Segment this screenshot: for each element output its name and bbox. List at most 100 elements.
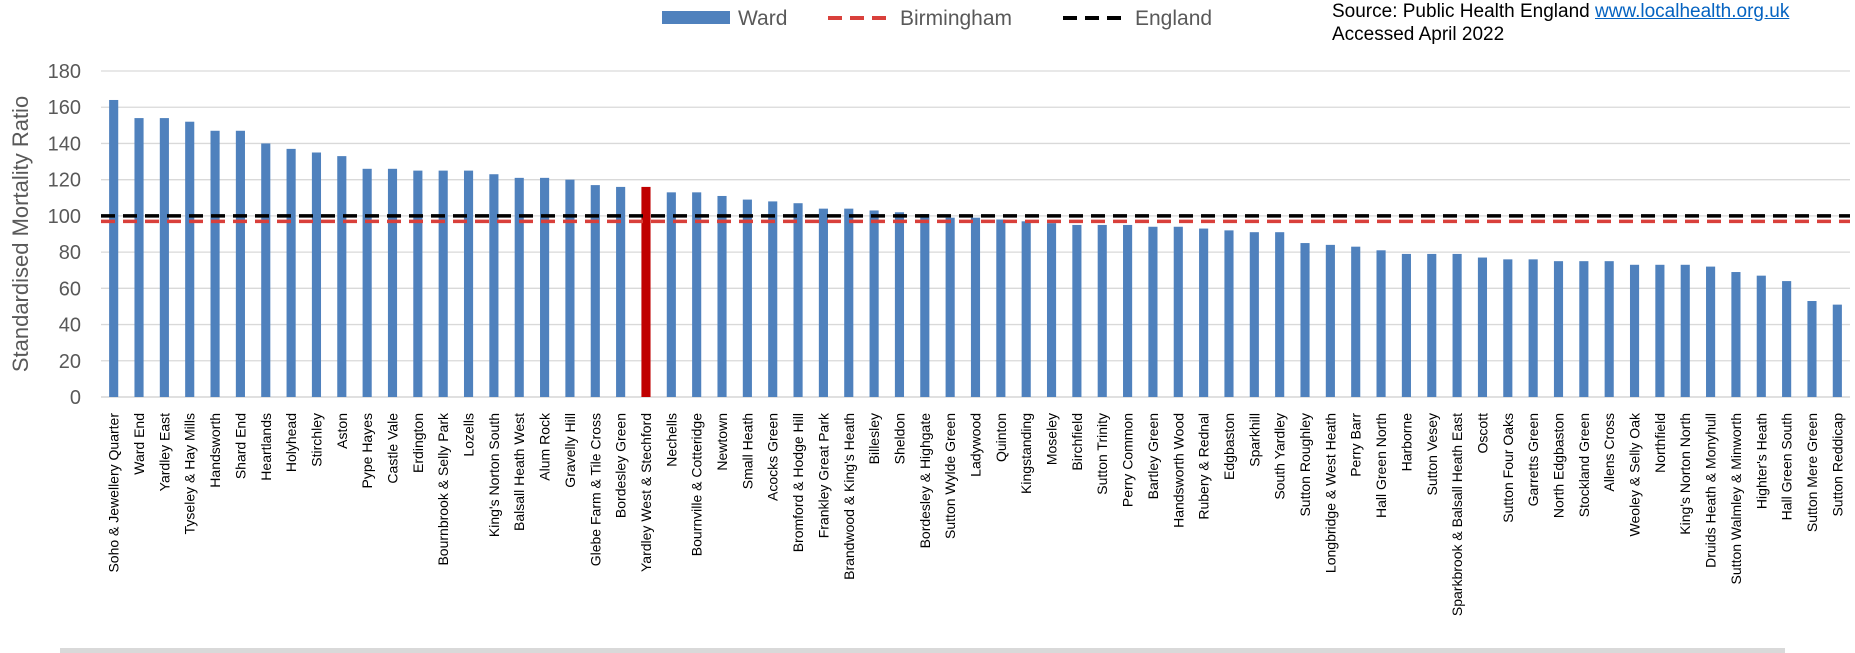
x-tick-label: Druids Heath & Monyhull [1703,413,1719,568]
bar [1351,246,1361,397]
bar [1604,261,1614,397]
x-tick-label: Glebe Farm & Tile Cross [587,413,603,566]
bar [1173,226,1183,397]
x-tick-label: Frankley Great Park [815,412,831,538]
x-tick-label: Heartlands [258,413,274,481]
x-tick-label: Hall Green South [1779,413,1795,520]
x-tick-label: Bordesley & Highgate [917,413,933,549]
x-tick-label: Sutton Four Oaks [1500,413,1516,523]
x-tick-label: Shard End [232,413,248,479]
legend: Ward Birmingham England [662,7,1212,30]
x-tick-label: Garretts Green [1525,413,1541,506]
bar [489,174,499,397]
x-tick-label: Longbridge & West Heath [1322,413,1338,573]
x-tick-label: Edgbaston [1221,413,1237,480]
x-tick-label: Quinton [993,413,1009,462]
x-tick-label: Bournbrook & Selly Park [435,412,451,566]
y-tick-label: 60 [59,278,81,300]
x-tick-label: Billesley [866,413,882,464]
bar [1199,228,1209,397]
bar [1401,253,1411,397]
bar [1503,259,1513,397]
bar [616,186,626,397]
bar [463,170,474,397]
x-tick-label: Sutton Walmley & Minworth [1728,413,1744,584]
bar [818,208,828,397]
bar [894,212,905,397]
x-tick-label: Acocks Green [765,413,781,501]
bar [869,210,879,397]
bar [945,217,955,397]
x-tick-label: Sparkbrook & Balsall Heath East [1449,413,1465,616]
bar [742,199,752,397]
x-tick-label: Birchfield [1069,413,1085,471]
x-tick-label: Moseley [1044,413,1060,465]
bar [844,208,854,397]
x-tick-label: Sutton Mere Green [1804,413,1820,532]
bar [311,152,322,397]
x-tick-label: Aston [334,413,350,449]
x-tick-label: Yardley West & Stechford [638,413,654,572]
x-tick-label: Oscott [1474,413,1490,454]
bar [1782,281,1792,397]
x-tick-label: Northfield [1652,413,1668,473]
bar [565,179,575,397]
x-tick-label: Highter's Heath [1753,413,1769,509]
x-tick-label: Brandwood & King's Heath [841,413,857,580]
x-tick-label: Small Heath [739,413,755,489]
x-tick-label: North Edgbaston [1551,413,1567,518]
bar [438,170,448,397]
bar [387,168,398,397]
x-tick-label: Alum Rock [537,412,553,481]
x-tick-label: Hall Green North [1373,413,1389,518]
x-tick-label: Balsall Heath West [511,413,527,531]
y-axis-label: Standardised Mortality Ratio [8,96,33,372]
bar [286,148,296,397]
bar [692,192,702,397]
x-tick-label: Handsworth [207,413,223,488]
bar [1832,304,1842,397]
x-tick-label: Sutton Wylde Green [942,413,958,539]
bar [590,185,600,397]
x-tick-label: Ward End [131,413,147,475]
x-tick-label: Yardley East [156,413,172,491]
bar [1325,244,1335,397]
x-tick-labels: Soho & Jewellery Quarter Ward End Yardley … [106,412,1846,616]
x-tick-label: Sutton Roughley [1297,413,1313,517]
source-link[interactable]: www.localhealth.org.uk [1595,1,1790,22]
x-tick-label: Sutton Reddicap [1829,413,1845,517]
x-tick-label: Weoley & Selly Oak [1627,412,1643,536]
bar [413,170,423,397]
x-tick-label: Sutton Trinity [1094,413,1110,495]
x-tick-label: Sutton Vesey [1424,413,1440,496]
x-tick-label: Ladywood [968,413,984,477]
horizontal-scrollbar[interactable] [60,648,1785,653]
x-tick-label: Sparkhill [1246,413,1262,467]
bar [996,219,1006,397]
accessed-date: Accessed April 2022 [1332,24,1505,45]
legend-label-england: England [1135,7,1212,30]
bar [210,130,220,397]
bar [1452,253,1462,397]
x-tick-label: Lozells [461,413,477,457]
x-tick-label: Pype Hayes [359,413,375,488]
bar [1553,261,1564,397]
x-tick-label: King's Norton South [486,413,502,537]
bar [1427,253,1437,397]
x-tick-label: Allens Cross [1601,413,1617,492]
y-tick-label: 20 [59,351,81,373]
x-tick-label: Tyseley & Hay Mills [182,413,198,534]
bar [1629,264,1640,397]
bar [1655,264,1665,397]
source-note: Source: Public Health England www.localh… [1332,0,1789,46]
x-tick-label: Bournville & Cotteridge [689,413,705,556]
bar [1807,301,1817,397]
x-tick-label: Sheldon [891,413,907,464]
x-tick-label: Harborne [1398,413,1414,472]
x-tick-label: South Yardley [1272,413,1288,500]
bar [920,214,930,397]
bar [1275,232,1285,397]
x-tick-label: Newtown [714,413,730,471]
legend-label-birmingham: Birmingham [900,7,1012,30]
bar [641,186,651,397]
